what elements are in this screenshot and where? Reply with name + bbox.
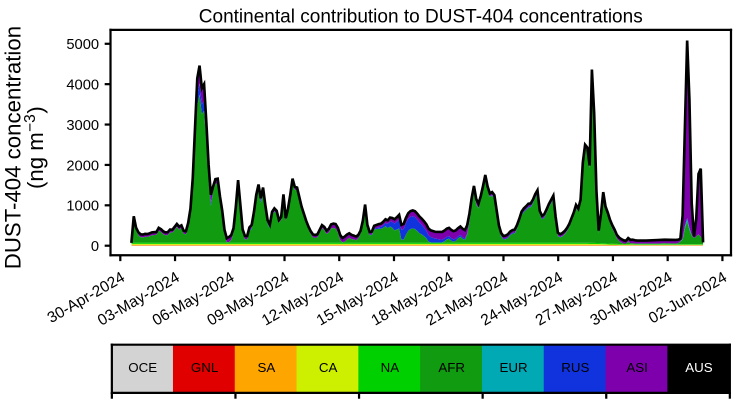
svg-text:NA: NA <box>381 360 400 375</box>
svg-text:ASI: ASI <box>626 360 647 375</box>
svg-text:1000: 1000 <box>66 199 99 215</box>
svg-text:0: 0 <box>91 239 99 255</box>
svg-text:CA: CA <box>319 360 338 375</box>
svg-text:( n g: ( n g m ) − 3 <box>15 100 48 189</box>
svg-text:RUS: RUS <box>561 360 589 375</box>
svg-text:OCE: OCE <box>128 360 157 375</box>
svg-text:5000: 5000 <box>66 37 99 53</box>
svg-text:2000: 2000 <box>66 158 99 174</box>
svg-text:AUS: AUS <box>685 360 713 375</box>
svg-text:Continental contribution to DU: Continental contribution to DUST-404 con… <box>199 6 643 27</box>
svg-text:3000: 3000 <box>66 118 99 134</box>
svg-text:DUST-404 concentration: DUST-404 concentration <box>1 26 26 269</box>
svg-text:GNL: GNL <box>191 360 218 375</box>
svg-text:EUR: EUR <box>499 360 527 375</box>
svg-text:4000: 4000 <box>66 77 99 93</box>
svg-text:SA: SA <box>257 360 275 375</box>
svg-text:AFR: AFR <box>438 360 465 375</box>
